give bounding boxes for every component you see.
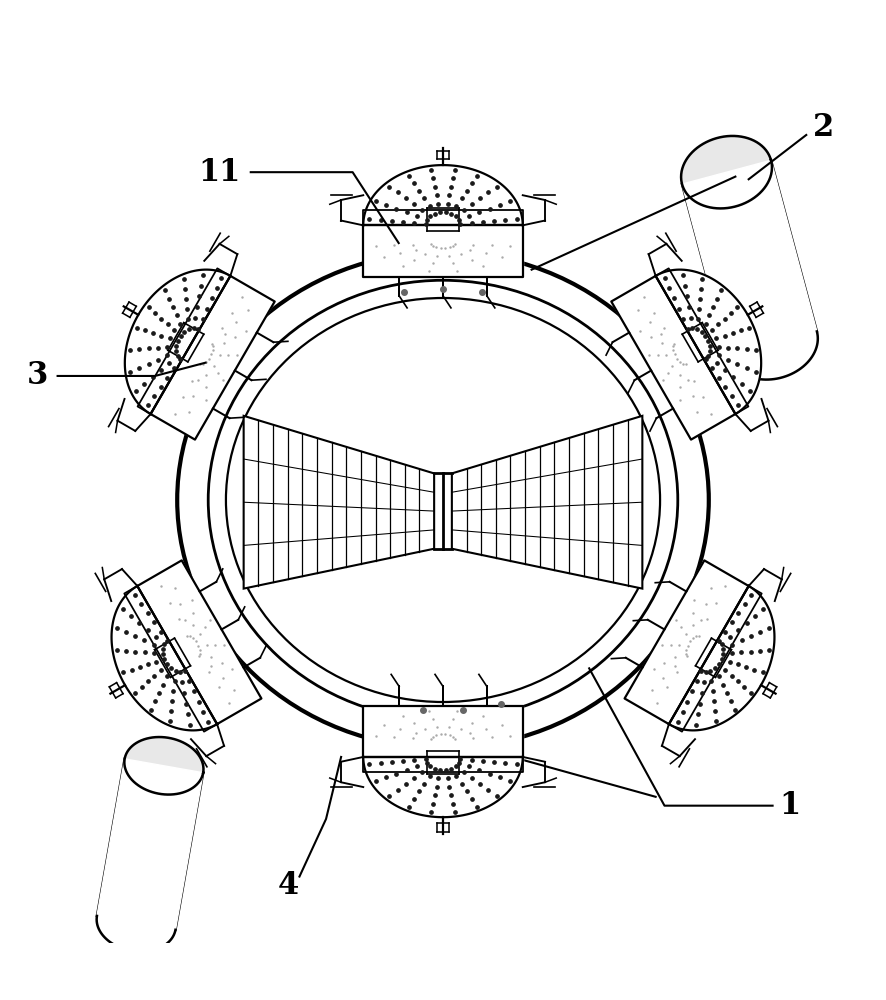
Ellipse shape (226, 298, 660, 702)
Polygon shape (363, 165, 523, 225)
Polygon shape (363, 706, 523, 757)
Text: 2: 2 (813, 112, 835, 143)
Polygon shape (669, 586, 762, 732)
Polygon shape (244, 416, 434, 589)
Text: 11: 11 (198, 157, 241, 188)
Polygon shape (363, 757, 523, 817)
Polygon shape (125, 270, 230, 414)
Text: 1: 1 (780, 790, 801, 821)
Polygon shape (452, 416, 642, 589)
Ellipse shape (177, 252, 709, 748)
Polygon shape (137, 268, 230, 414)
Text: 3: 3 (27, 360, 48, 391)
Polygon shape (112, 586, 217, 730)
Polygon shape (363, 757, 523, 772)
Polygon shape (151, 276, 275, 440)
Polygon shape (656, 270, 761, 414)
Polygon shape (137, 560, 261, 724)
Polygon shape (363, 210, 523, 225)
Polygon shape (124, 586, 217, 732)
Polygon shape (97, 759, 203, 952)
Polygon shape (682, 160, 818, 380)
Polygon shape (363, 225, 523, 277)
Polygon shape (656, 268, 749, 414)
Polygon shape (681, 136, 772, 208)
Polygon shape (611, 276, 735, 440)
Polygon shape (124, 737, 204, 795)
Polygon shape (669, 586, 774, 730)
Text: 4: 4 (277, 870, 299, 901)
Polygon shape (625, 560, 749, 724)
